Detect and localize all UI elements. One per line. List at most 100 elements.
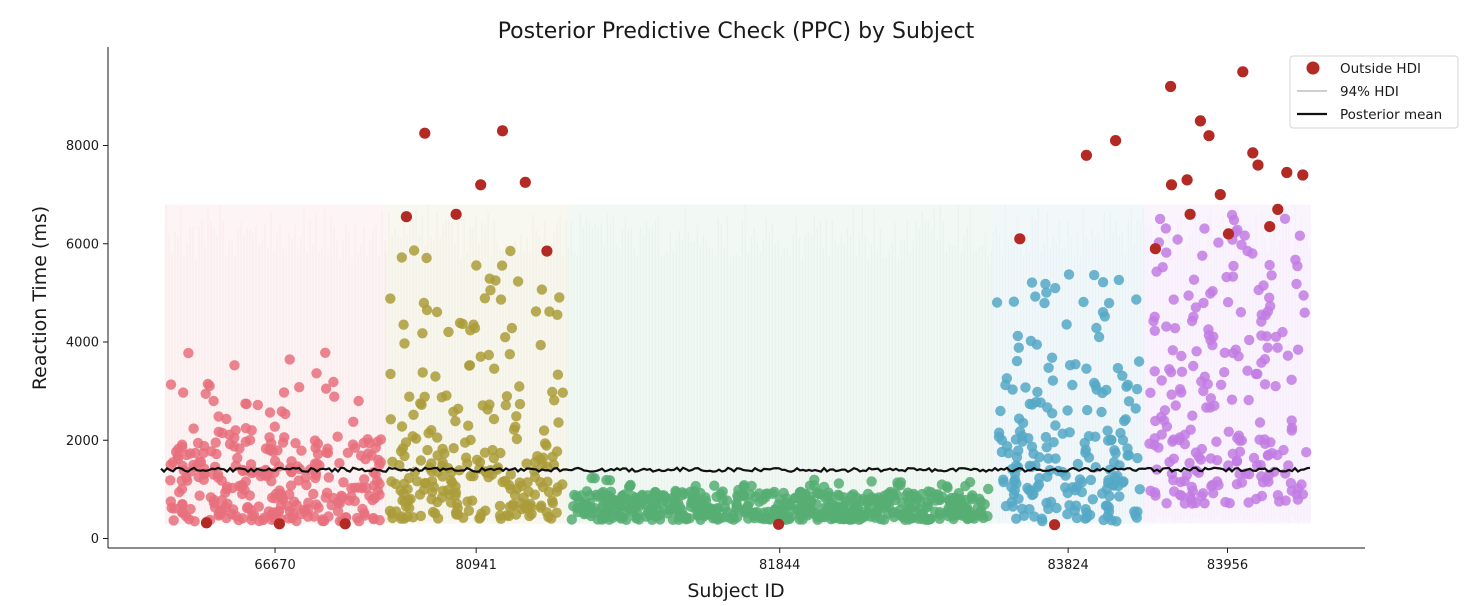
data-point-83824 [1134,484,1146,495]
data-point-83824 [1133,356,1145,367]
data-point-83956 [1149,311,1160,322]
data-point-83956 [1160,223,1172,234]
data-point-81844 [805,495,816,506]
data-point-83824 [1025,335,1037,347]
data-point-83824 [1064,427,1075,438]
data-point-83824 [1130,403,1141,414]
data-point-80941 [516,503,528,515]
data-point-81844 [866,476,877,487]
data-point-83824 [1063,269,1075,280]
data-point-83956 [1167,345,1179,356]
data-point-66670 [328,376,339,388]
data-point-83824 [1062,405,1073,416]
data-point-83956 [1168,453,1180,464]
data-point-83824 [1079,437,1090,449]
data-point-80941 [506,322,518,334]
data-point-83956 [1184,457,1195,469]
data-point-83956 [1169,323,1181,334]
data-point-83824 [1062,509,1073,520]
outside-hdi-point [475,179,487,191]
data-point-80941 [535,339,546,351]
data-point-66670 [216,495,228,506]
data-point-66670 [190,447,201,459]
data-point-83956 [1231,479,1243,490]
chart-title: Posterior Predictive Check (PPC) by Subj… [498,19,975,44]
data-point-81844 [852,503,864,514]
hdi-whiskers-81844 [567,204,992,524]
data-point-83824 [1131,294,1142,305]
data-point-83956 [1166,389,1177,400]
data-point-83824 [1087,494,1099,505]
data-point-83824 [991,297,1003,308]
data-point-83824 [1017,417,1029,429]
data-point-83824 [1091,322,1102,334]
data-point-81844 [676,505,687,516]
data-point-83824 [1090,380,1101,391]
outside-hdi-point [1222,228,1235,240]
data-point-83824 [1123,396,1135,407]
data-point-80941 [547,386,558,398]
data-point-80941 [474,457,486,468]
data-point-80941 [463,420,474,431]
data-point-80941 [552,369,564,380]
legend-hdi-label: 94% HDI [1340,84,1399,100]
data-point-81844 [667,514,679,525]
outside-hdi-point [1165,80,1177,93]
data-point-83956 [1179,438,1191,450]
data-point-83956 [1150,490,1161,501]
y-axis-label: Reaction Time (ms) [29,206,51,390]
data-point-80941 [538,425,550,436]
data-point-80941 [465,434,476,446]
data-point-81844 [947,506,958,517]
data-point-81844 [899,511,911,522]
data-point-80941 [505,469,516,480]
data-point-81844 [833,478,845,489]
data-point-83956 [1259,379,1271,390]
data-point-83956 [1248,452,1260,464]
data-point-66670 [192,437,204,449]
data-point-66670 [320,347,331,358]
data-point-81844 [878,499,889,510]
data-point-81844 [604,475,616,486]
data-point-83956 [1223,426,1235,437]
data-point-66670 [216,475,227,486]
data-point-83824 [1111,516,1122,527]
data-point-80941 [554,292,565,303]
data-point-83956 [1158,415,1170,426]
data-point-80941 [443,326,454,338]
data-point-80941 [422,444,433,456]
data-point-80941 [495,447,506,459]
data-point-81844 [944,495,955,506]
data-point-81844 [760,492,771,503]
data-point-80941 [557,387,568,398]
data-point-80941 [423,428,434,439]
data-point-81844 [859,510,870,521]
data-point-80941 [395,513,407,524]
data-point-83824 [1081,507,1092,518]
data-point-80941 [471,260,482,271]
data-point-80941 [475,351,486,362]
y-tick-label: 6000 [66,237,99,252]
data-point-83956 [1282,350,1294,361]
x-tick-label: 80941 [455,558,496,573]
hdi-whiskers-80941 [385,205,567,524]
data-point-83824 [1039,297,1050,309]
data-point-80941 [385,368,396,380]
data-point-80941 [463,505,475,516]
data-point-66670 [296,445,307,456]
data-point-83956 [1252,368,1263,380]
data-point-83824 [1067,379,1078,391]
data-point-83956 [1205,334,1216,346]
outside-hdi-point [519,176,531,188]
data-point-83956 [1262,306,1274,317]
data-point-80941 [551,446,563,457]
data-point-80941 [398,319,409,330]
data-point-80941 [514,398,526,410]
outside-hdi-point [1184,208,1196,220]
data-point-83956 [1198,385,1209,397]
data-point-83824 [1020,382,1031,393]
outside-hdi-point [1247,147,1259,159]
data-point-66670 [176,475,187,486]
data-point-83824 [1089,269,1100,281]
data-point-83824 [1081,363,1092,374]
